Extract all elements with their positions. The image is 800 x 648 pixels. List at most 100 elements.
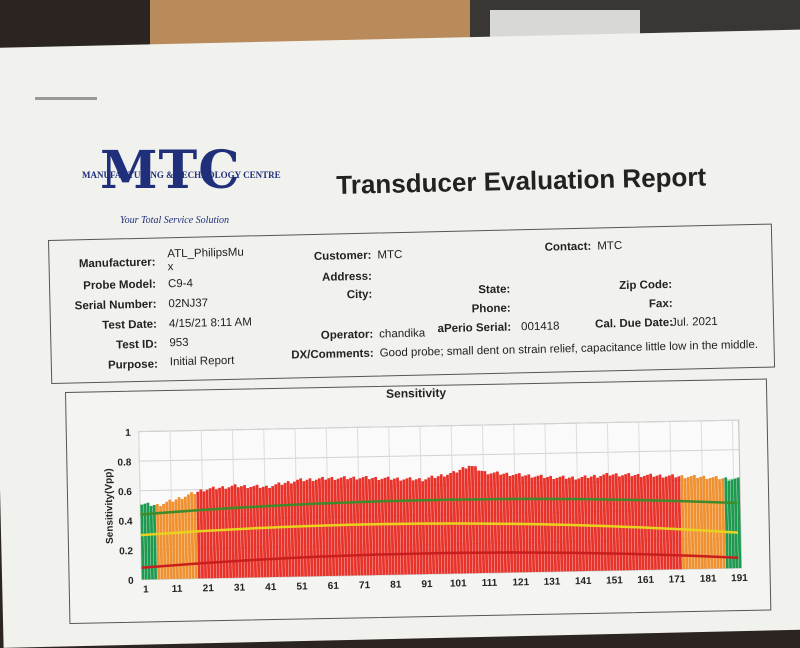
x-tick-label: 141 — [575, 576, 592, 587]
phone-label: Phone: — [471, 302, 511, 316]
x-tick-label: 191 — [731, 573, 748, 584]
sensitivity-bar — [702, 475, 707, 569]
sensitivity-bar — [424, 479, 429, 575]
x-gridline — [200, 430, 205, 579]
limit-line — [141, 551, 739, 569]
sensitivity-bar — [646, 474, 651, 570]
sensitivity-bar — [224, 488, 229, 578]
sensitivity-bar — [196, 491, 201, 579]
sensitivity-bar — [261, 486, 267, 578]
sensitivity-bar — [405, 478, 411, 575]
test-id-value: 953 — [169, 336, 189, 350]
sensitivity-bar — [283, 482, 289, 577]
sensitivity-bar — [427, 477, 432, 575]
x-tick-label: 71 — [359, 580, 371, 591]
sensitivity-bar — [461, 467, 467, 574]
sensitivity-bar — [580, 476, 586, 572]
purpose-value: Initial Report — [169, 354, 235, 369]
sensitivity-bar — [171, 501, 176, 579]
sensitivity-bar — [708, 478, 714, 569]
manufacturer-value-cont: x — [167, 261, 174, 274]
sensitivity-bar — [714, 476, 720, 569]
sensitivity-bar — [165, 501, 170, 580]
aperio-serial-value: 001418 — [520, 320, 560, 334]
sensitivity-bar — [202, 491, 208, 579]
x-tick-label: 41 — [265, 582, 277, 593]
sensitivity-bar — [474, 466, 479, 574]
sensitivity-bar — [464, 468, 470, 574]
x-tick-label: 111 — [482, 578, 498, 589]
customer-label: Customer: — [313, 249, 372, 263]
sensitivity-bar — [289, 483, 295, 577]
x-tick-label: 11 — [172, 584, 183, 595]
y-tick-label: 0.8 — [117, 457, 132, 468]
x-gridline — [669, 421, 674, 570]
sensitivity-bar — [159, 506, 164, 580]
sensitivity-bar — [208, 488, 214, 579]
sensitivity-bar — [162, 503, 167, 580]
test-id-label: Test ID: — [115, 338, 158, 352]
x-tick-label: 131 — [544, 577, 561, 588]
manufacturer-value: ATL_PhilipsMu — [167, 246, 244, 261]
dx-comments-value: Good probe; small dent on strain relief,… — [379, 338, 759, 360]
limit-line — [140, 522, 738, 537]
sensitivity-bar — [152, 504, 158, 580]
sensitivity-bar — [736, 477, 742, 569]
y-tick-label: 0.2 — [119, 546, 134, 557]
logo: MTC — [100, 140, 241, 201]
y-axis-label: Sensitivity(Vpp) — [103, 468, 115, 544]
city-label: City: — [346, 288, 373, 302]
sensitivity-bar — [193, 493, 198, 579]
sensitivity-bar — [667, 475, 673, 570]
x-tick-label: 61 — [328, 581, 340, 592]
sensitivity-bar — [480, 470, 486, 574]
logo-tagline: Your Total Service Solution — [120, 215, 229, 226]
x-tick-label: 151 — [606, 575, 623, 586]
sensitivity-bar — [677, 476, 682, 570]
contact-value: MTC — [597, 239, 623, 253]
test-date-value: 4/15/21 8:11 AM — [168, 316, 252, 331]
sensitivity-bar — [271, 486, 276, 578]
aperio-serial-label: aPerio Serial: — [437, 321, 512, 336]
serial-number-value: 02NJ37 — [168, 297, 209, 311]
state-label: State: — [478, 283, 511, 297]
operator-value: chandika — [379, 327, 426, 341]
x-tick-label: 101 — [450, 578, 467, 589]
sensitivity-bar — [399, 480, 404, 575]
sensitivity-bar — [252, 485, 258, 578]
zip-code-label: Zip Code: — [619, 278, 673, 293]
sensitivity-bar — [421, 481, 426, 575]
sensitivity-bar — [596, 477, 601, 571]
sensitivity-bar — [477, 470, 482, 574]
manufacturer-label: Manufacturer: — [78, 256, 156, 271]
sensitivity-bar — [246, 488, 251, 578]
sensitivity-bar — [658, 474, 664, 570]
sensitivity-bar — [605, 472, 611, 571]
sensitivity-bar — [433, 477, 439, 574]
logo-subtitle: MANUFACTURING & TECHNOLOGY CENTRE — [82, 170, 281, 180]
sensitivity-chart: Sensitivity 0 0.2 0.4 0.6 0.8 1 1 11 21 31 41 51 61 7… — [65, 378, 772, 624]
sensitivity-bar — [236, 487, 242, 578]
sensitivity-bar — [155, 504, 161, 580]
x-tick-label: 181 — [700, 574, 717, 585]
x-tick-label: 171 — [669, 574, 686, 585]
sensitivity-bar — [711, 477, 717, 569]
sensitivity-bar — [377, 479, 382, 576]
info-panel: Manufacturer: ATL_PhilipsMu x Probe Mode… — [48, 223, 776, 384]
y-tick-label: 0 — [128, 576, 134, 587]
sensitivity-bar — [205, 489, 211, 579]
x-tick-label: 121 — [512, 577, 529, 588]
operator-label: Operator: — [320, 328, 374, 342]
sensitivity-bar — [689, 476, 695, 570]
x-gridline — [700, 420, 705, 569]
sensitivity-bar — [636, 473, 642, 571]
sensitivity-bar — [414, 479, 420, 575]
sensitivity-bar — [614, 473, 620, 571]
cal-due-date-label: Cal. Due Date: — [594, 316, 674, 331]
x-gridline — [731, 420, 736, 569]
test-date-label: Test Date: — [102, 318, 158, 332]
sensitivity-bar — [470, 466, 476, 574]
x-gridline — [606, 422, 611, 571]
sensitivity-bar — [187, 494, 192, 579]
sensitivity-bar — [274, 484, 279, 577]
